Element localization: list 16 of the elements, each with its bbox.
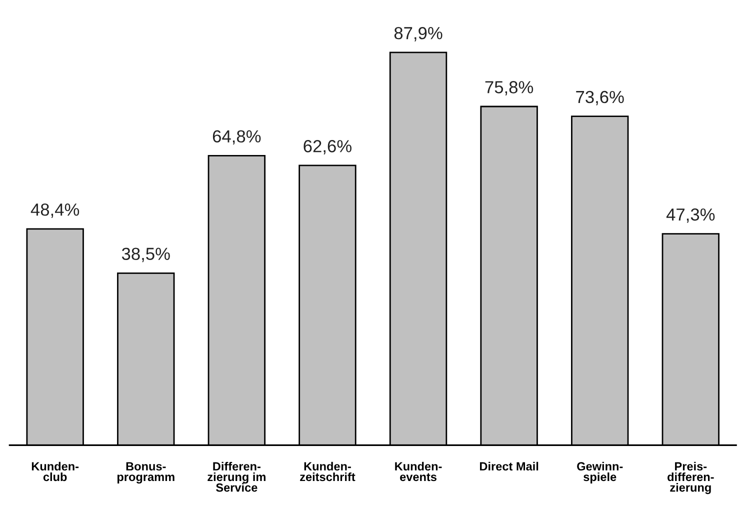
- data-label: 75,8%: [485, 81, 534, 96]
- x-tick-label: Kunden- zeitschrift: [300, 462, 356, 482]
- x-tick-label: Differen- zierung im Service: [208, 462, 266, 492]
- data-label: 48,4%: [30, 203, 80, 218]
- x-tick-label: Direct Mail: [480, 462, 538, 471]
- x-tick-label: Kunden- club: [32, 462, 79, 482]
- data-label: 87,9%: [394, 26, 442, 42]
- x-tick-label: Preis- differen- zierung: [668, 462, 714, 494]
- x-tick-label: Kunden- events: [395, 462, 442, 482]
- x-tick-label: Bonus- programm: [117, 462, 174, 484]
- x-tick-label: Gewinn- spiele: [577, 462, 623, 484]
- data-label: 38,5%: [122, 248, 170, 262]
- data-label: 64,8%: [212, 130, 261, 145]
- data-label: 47,3%: [666, 208, 715, 223]
- data-label: 62,6%: [304, 140, 352, 154]
- data-label: 73,6%: [576, 90, 624, 106]
